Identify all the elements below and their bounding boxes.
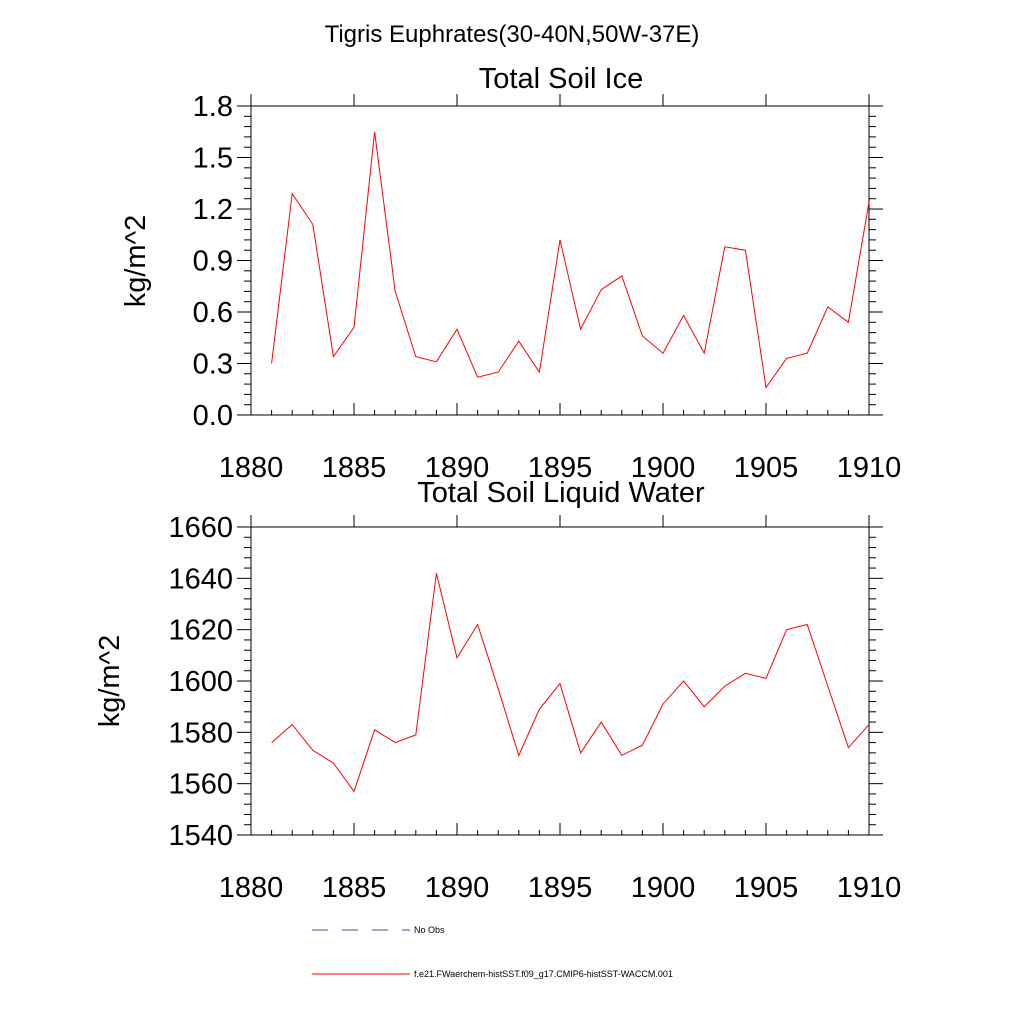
y-tick-label: 0.0 bbox=[193, 400, 233, 432]
x-tick-label: 1880 bbox=[219, 872, 284, 904]
x-tick-label: 1885 bbox=[322, 872, 387, 904]
panel-title: Total Soil Liquid Water bbox=[417, 477, 705, 509]
y-tick-label: 1600 bbox=[168, 666, 233, 698]
ticks bbox=[237, 94, 883, 416]
y-tick-label: 1.8 bbox=[193, 91, 233, 123]
x-tick-label: 1890 bbox=[425, 872, 490, 904]
x-tick-label: 1905 bbox=[734, 872, 799, 904]
x-tick-label: 1890 bbox=[425, 452, 490, 484]
x-tick-label: 1900 bbox=[631, 872, 696, 904]
y-tick-label: 0.6 bbox=[193, 297, 233, 329]
ticks bbox=[237, 515, 883, 836]
y-axis-label: kg/m^2 bbox=[94, 635, 126, 728]
x-tick-labels: 1880 1885 1890 1895 1900 1905 1910 bbox=[219, 872, 902, 904]
x-tick-label: 1895 bbox=[528, 872, 593, 904]
x-tick-label: 1880 bbox=[219, 452, 284, 484]
legend: No Obs f.e21.FWaerchem-histSST.f09_g17.C… bbox=[312, 925, 673, 979]
figure-title: Tigris Euphrates(30-40N,50W-37E) bbox=[325, 21, 700, 48]
series-line-0 bbox=[271, 573, 870, 793]
x-tick-label: 1905 bbox=[734, 452, 799, 484]
panel-total-soil-liquid-water: Total Soil Liquid Water kg/m^2 1880 1885 1… bbox=[94, 477, 901, 904]
y-tick-labels: 0.0 0.3 0.6 0.9 1.2 1.5 1.8 bbox=[193, 91, 233, 432]
y-tick-labels: 1540 1560 1580 1600 1620 1640 1660 bbox=[168, 512, 233, 852]
series-group bbox=[271, 131, 870, 389]
legend-label: No Obs bbox=[414, 925, 445, 935]
y-tick-label: 1560 bbox=[168, 769, 233, 801]
x-tick-label: 1910 bbox=[837, 872, 902, 904]
y-tick-label: 1.5 bbox=[193, 143, 233, 175]
y-tick-label: 0.3 bbox=[193, 349, 233, 381]
panel-title: Total Soil Ice bbox=[479, 63, 643, 95]
y-tick-label: 1640 bbox=[168, 563, 233, 595]
x-tick-labels: 1880 1885 1890 1895 1900 1905 1910 bbox=[219, 452, 902, 484]
legend-entry-model: f.e21.FWaerchem-histSST.f09_g17.CMIP6-hi… bbox=[312, 969, 673, 979]
y-tick-label: 0.9 bbox=[193, 246, 233, 278]
x-tick-label: 1895 bbox=[528, 452, 593, 484]
y-tick-label: 1540 bbox=[168, 820, 233, 852]
plot-frame bbox=[250, 105, 870, 416]
series-group bbox=[271, 573, 870, 793]
legend-label: f.e21.FWaerchem-histSST.f09_g17.CMIP6-hi… bbox=[414, 969, 673, 979]
y-tick-label: 1660 bbox=[168, 512, 233, 544]
x-tick-label: 1910 bbox=[837, 452, 902, 484]
legend-entry-no-obs: No Obs bbox=[312, 925, 445, 935]
panel-total-soil-ice: Total Soil Ice kg/m^2 1880 1885 1890 1895 19… bbox=[120, 63, 901, 484]
y-tick-label: 1580 bbox=[168, 717, 233, 749]
x-tick-label: 1885 bbox=[322, 452, 387, 484]
plot-frame bbox=[250, 526, 870, 836]
y-tick-label: 1.2 bbox=[193, 194, 233, 226]
x-tick-label: 1900 bbox=[631, 452, 696, 484]
y-axis-label: kg/m^2 bbox=[120, 215, 152, 308]
y-tick-label: 1620 bbox=[168, 615, 233, 647]
series-line-0 bbox=[271, 131, 870, 389]
